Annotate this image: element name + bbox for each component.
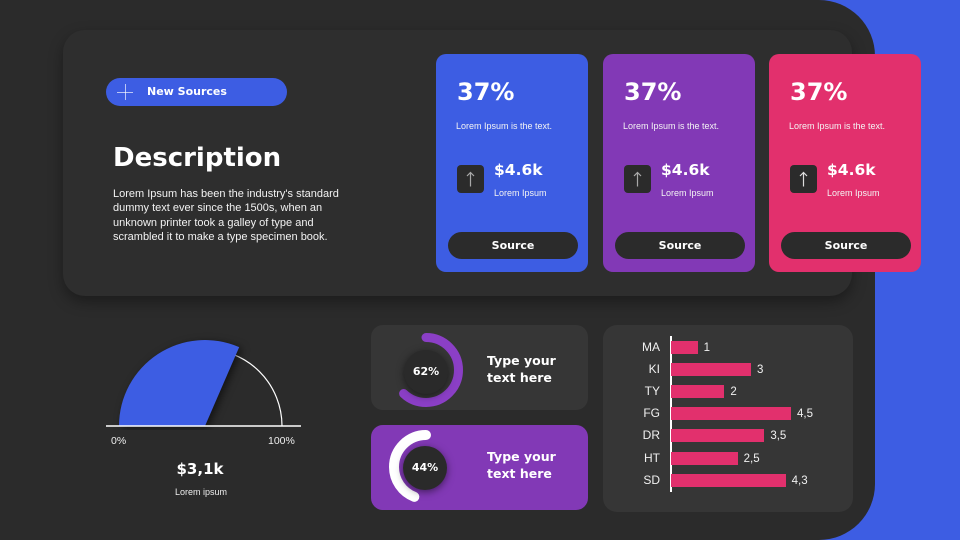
card-value: $4.6k (661, 161, 710, 179)
card-value: $4.6k (827, 161, 876, 179)
donut-text: Type your text here (487, 352, 556, 386)
gauge-max-label: 100% (268, 435, 295, 447)
bar (671, 429, 765, 443)
donut-percent: 62% (412, 365, 440, 378)
bar-value-label: 2 (730, 385, 737, 398)
source-button[interactable]: Source (448, 232, 578, 259)
donut-center (404, 350, 448, 394)
donut-arc (389, 430, 463, 504)
plus-icon (117, 84, 133, 100)
half-gauge-chart (106, 340, 301, 427)
donut-text-line: text here (487, 465, 552, 481)
donut-text-line: text here (487, 369, 552, 385)
bar-value-label: 3 (757, 363, 764, 376)
card-text: Lorem Ipsum is the text. (456, 121, 553, 131)
donut-text-line: Type your (487, 352, 556, 368)
arrow-up-icon (457, 165, 484, 193)
bar (671, 340, 698, 354)
source-button[interactable]: Source (781, 232, 911, 259)
bar-value-label: 3,5 (770, 430, 787, 443)
source-button[interactable]: Source (615, 232, 745, 259)
donut-text: Type your text here (487, 448, 556, 482)
bar-chart-panel: MA 1 KI 3 TY 2 FG 4,5 DR 3,5 HT 2,5 SD 4,3 (603, 325, 853, 512)
card-value-label: Lorem Ipsum (827, 188, 880, 198)
donut-center (403, 446, 447, 490)
bar-category-label: MA (642, 339, 660, 354)
gauge-min-label: 0% (111, 435, 127, 447)
bar (671, 362, 751, 376)
new-sources-button[interactable]: New Sources (106, 78, 287, 106)
card-text: Lorem Ipsum is the text. (789, 121, 886, 131)
new-sources-label: New Sources (147, 85, 227, 98)
donut-chart-2 (389, 430, 463, 504)
bar (671, 407, 791, 421)
arrow-up-icon (624, 165, 651, 193)
description-body: Lorem Ipsum has been the industry's stan… (113, 187, 383, 245)
bar-value-label: 4,3 (791, 474, 808, 487)
metric-card-pink: 37% Lorem Ipsum is the text. $4.6k Lorem… (769, 54, 921, 272)
bar-category-label: FG (643, 406, 660, 421)
donut-panel-2: 44% Type your text here (371, 425, 588, 510)
bar-category-label: DR (642, 428, 660, 443)
metric-card-purple: 37% Lorem Ipsum is the text. $4.6k Lorem… (603, 54, 755, 272)
card-percent: 37% (790, 78, 848, 106)
card-value-label: Lorem Ipsum (661, 188, 714, 198)
description-title: Description (113, 143, 282, 173)
bar-category-label: HT (644, 450, 660, 465)
bar-category-label: KI (648, 361, 660, 376)
description-line: Lorem Ipsum has been the industry's stan… (113, 188, 339, 200)
bar (671, 384, 725, 398)
card-text: Lorem Ipsum is the text. (623, 121, 720, 131)
bar-category-label: TY (644, 383, 660, 398)
donut-panel-1: 62% Type your text here (371, 325, 588, 410)
donut-percent: 44% (411, 461, 439, 474)
gauge-caption: Lorem ipsum (174, 487, 228, 497)
bar-chart-axis (670, 336, 672, 492)
bar-value-label: 2,5 (743, 452, 760, 465)
card-percent: 37% (624, 78, 682, 106)
gauge-value: $3,1k (176, 460, 224, 478)
card-value-label: Lorem Ipsum (494, 188, 547, 198)
donut-arc (389, 333, 463, 407)
bar (671, 451, 738, 465)
donut-chart-1 (389, 333, 463, 407)
bar-value-label: 4,5 (797, 408, 813, 421)
metric-card-blue: 37% Lorem Ipsum is the text. $4.6k Lorem… (436, 54, 588, 272)
bar-category-label: SD (643, 472, 660, 487)
bar (671, 473, 786, 487)
description-line: dummy text ever since the 1500s, when an (113, 202, 323, 215)
arrow-up-icon (790, 165, 817, 193)
description-line: scrambled it to make a type specimen boo… (113, 231, 328, 244)
gauge-fill-wedge (119, 340, 240, 426)
description-line: unknown printer took a galley of type an… (113, 216, 314, 229)
card-percent: 37% (457, 78, 515, 106)
donut-text-line: Type your (487, 448, 556, 464)
card-value: $4.6k (494, 161, 543, 179)
bar-value-label: 1 (703, 341, 711, 354)
